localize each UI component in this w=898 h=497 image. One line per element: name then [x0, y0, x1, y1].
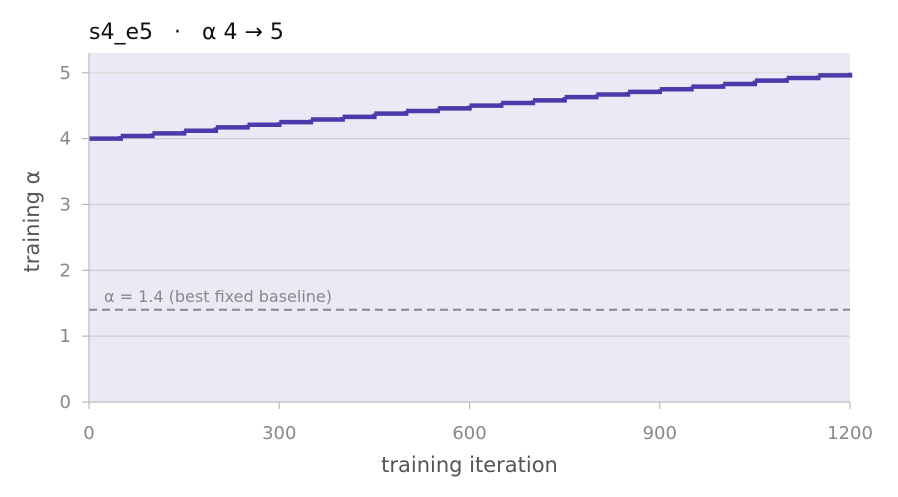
series-step	[786, 75, 821, 81]
series-step	[469, 103, 504, 108]
series-step	[501, 100, 536, 106]
series-step	[628, 89, 662, 95]
series-step	[596, 91, 631, 97]
x-tick-label: 300	[262, 423, 296, 444]
series-step	[89, 135, 123, 141]
y-ticks: 0 1 2 3 4 5	[60, 63, 89, 413]
series-step	[184, 127, 219, 133]
series-step	[247, 122, 282, 128]
x-axis-label: training iteration	[381, 453, 558, 477]
plot-fill-area	[89, 53, 850, 402]
series-step	[279, 119, 314, 125]
series-step	[564, 94, 599, 100]
series-step	[120, 133, 155, 139]
x-tick-label: 1200	[827, 423, 873, 444]
x-tick-label: 600	[452, 423, 486, 444]
y-tick-label: 4	[60, 129, 71, 150]
grid-lines	[89, 72, 850, 337]
series-step	[152, 130, 187, 136]
series-step	[437, 105, 472, 111]
y-tick-label: 3	[60, 194, 71, 215]
chart-title: s4_e5 · α 4 → 5	[89, 20, 284, 45]
series-step	[215, 124, 250, 130]
y-tick-label: 5	[60, 63, 71, 84]
series-step	[374, 110, 409, 116]
series-step	[691, 83, 726, 89]
y-axis-label: training α	[20, 171, 44, 273]
series-step	[310, 116, 345, 122]
series-steps	[89, 72, 853, 141]
y-tick-label: 1	[60, 326, 71, 347]
series-step	[406, 108, 441, 114]
reference-label: α = 1.4 (best fixed baseline)	[104, 287, 332, 306]
x-tick-label: 0	[83, 423, 94, 444]
x-tick-label: 900	[643, 423, 677, 444]
series-step	[754, 78, 789, 83]
y-tick-label: 0	[60, 392, 71, 413]
series-step	[659, 86, 694, 92]
x-ticks: 0 300 600 900 1200	[83, 402, 873, 444]
y-tick-label: 2	[60, 260, 71, 281]
series-step	[818, 72, 853, 78]
